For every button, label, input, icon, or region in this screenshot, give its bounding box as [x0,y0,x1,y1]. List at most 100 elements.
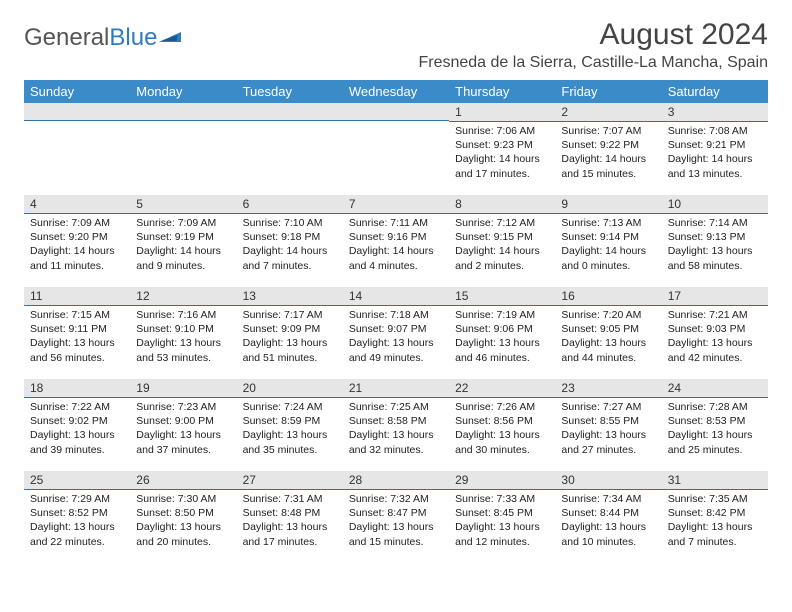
calendar-day-cell: 22Sunrise: 7:26 AMSunset: 8:56 PMDayligh… [449,379,555,471]
day-details [343,121,449,127]
calendar-table: Sunday Monday Tuesday Wednesday Thursday… [24,80,768,563]
sunrise-text: Sunrise: 7:09 AM [136,216,230,230]
day-details: Sunrise: 7:08 AMSunset: 9:21 PMDaylight:… [662,122,768,185]
sunset-text: Sunset: 8:45 PM [455,506,549,520]
daylight-text: Daylight: 14 hours and 13 minutes. [668,152,762,180]
daylight-text: Daylight: 14 hours and 4 minutes. [349,244,443,272]
day-details: Sunrise: 7:07 AMSunset: 9:22 PMDaylight:… [555,122,661,185]
day-number: 17 [662,287,768,306]
day-number: 24 [662,379,768,398]
calendar-day-cell [237,103,343,195]
sunset-text: Sunset: 8:55 PM [561,414,655,428]
sunrise-text: Sunrise: 7:21 AM [668,308,762,322]
sunrise-text: Sunrise: 7:08 AM [668,124,762,138]
day-number: 8 [449,195,555,214]
calendar-week-row: 18Sunrise: 7:22 AMSunset: 9:02 PMDayligh… [24,379,768,471]
sunset-text: Sunset: 9:18 PM [243,230,337,244]
sunrise-text: Sunrise: 7:20 AM [561,308,655,322]
day-number: 29 [449,471,555,490]
day-number: 5 [130,195,236,214]
daylight-text: Daylight: 13 hours and 27 minutes. [561,428,655,456]
calendar-day-cell: 4Sunrise: 7:09 AMSunset: 9:20 PMDaylight… [24,195,130,287]
calendar-day-cell: 18Sunrise: 7:22 AMSunset: 9:02 PMDayligh… [24,379,130,471]
sunset-text: Sunset: 9:21 PM [668,138,762,152]
sunrise-text: Sunrise: 7:29 AM [30,492,124,506]
calendar-day-cell [24,103,130,195]
calendar-day-cell: 7Sunrise: 7:11 AMSunset: 9:16 PMDaylight… [343,195,449,287]
calendar-day-cell: 12Sunrise: 7:16 AMSunset: 9:10 PMDayligh… [130,287,236,379]
daylight-text: Daylight: 13 hours and 49 minutes. [349,336,443,364]
day-number: 20 [237,379,343,398]
logo-text-1: General [24,24,109,52]
weekday-header: Tuesday [237,80,343,103]
day-number: 6 [237,195,343,214]
sunrise-text: Sunrise: 7:30 AM [136,492,230,506]
day-details: Sunrise: 7:09 AMSunset: 9:19 PMDaylight:… [130,214,236,277]
calendar-day-cell: 1Sunrise: 7:06 AMSunset: 9:23 PMDaylight… [449,103,555,195]
month-title: August 2024 [418,18,768,52]
sunset-text: Sunset: 9:09 PM [243,322,337,336]
daylight-text: Daylight: 13 hours and 58 minutes. [668,244,762,272]
daylight-text: Daylight: 13 hours and 25 minutes. [668,428,762,456]
day-details: Sunrise: 7:25 AMSunset: 8:58 PMDaylight:… [343,398,449,461]
sunset-text: Sunset: 8:50 PM [136,506,230,520]
weekday-header: Wednesday [343,80,449,103]
day-number: 3 [662,103,768,122]
sunset-text: Sunset: 9:03 PM [668,322,762,336]
sunrise-text: Sunrise: 7:10 AM [243,216,337,230]
day-details [24,121,130,127]
daylight-text: Daylight: 13 hours and 51 minutes. [243,336,337,364]
sunrise-text: Sunrise: 7:32 AM [349,492,443,506]
daylight-text: Daylight: 14 hours and 15 minutes. [561,152,655,180]
day-details: Sunrise: 7:18 AMSunset: 9:07 PMDaylight:… [343,306,449,369]
daylight-text: Daylight: 13 hours and 22 minutes. [30,520,124,548]
day-number: 21 [343,379,449,398]
day-number: 27 [237,471,343,490]
daylight-text: Daylight: 13 hours and 7 minutes. [668,520,762,548]
sunset-text: Sunset: 9:20 PM [30,230,124,244]
day-number: 2 [555,103,661,122]
day-number: 25 [24,471,130,490]
calendar-day-cell: 2Sunrise: 7:07 AMSunset: 9:22 PMDaylight… [555,103,661,195]
daylight-text: Daylight: 13 hours and 46 minutes. [455,336,549,364]
calendar-day-cell: 31Sunrise: 7:35 AMSunset: 8:42 PMDayligh… [662,471,768,563]
weekday-header: Thursday [449,80,555,103]
daylight-text: Daylight: 14 hours and 17 minutes. [455,152,549,180]
calendar-day-cell: 21Sunrise: 7:25 AMSunset: 8:58 PMDayligh… [343,379,449,471]
calendar-day-cell: 16Sunrise: 7:20 AMSunset: 9:05 PMDayligh… [555,287,661,379]
daylight-text: Daylight: 13 hours and 30 minutes. [455,428,549,456]
header: GeneralBlue August 2024 Fresneda de la S… [24,18,768,72]
sunrise-text: Sunrise: 7:11 AM [349,216,443,230]
sunset-text: Sunset: 8:53 PM [668,414,762,428]
sunrise-text: Sunrise: 7:13 AM [561,216,655,230]
sunset-text: Sunset: 9:14 PM [561,230,655,244]
day-details: Sunrise: 7:19 AMSunset: 9:06 PMDaylight:… [449,306,555,369]
calendar-day-cell: 5Sunrise: 7:09 AMSunset: 9:19 PMDaylight… [130,195,236,287]
daylight-text: Daylight: 14 hours and 11 minutes. [30,244,124,272]
daylight-text: Daylight: 13 hours and 35 minutes. [243,428,337,456]
calendar-day-cell: 10Sunrise: 7:14 AMSunset: 9:13 PMDayligh… [662,195,768,287]
sunrise-text: Sunrise: 7:23 AM [136,400,230,414]
daylight-text: Daylight: 13 hours and 12 minutes. [455,520,549,548]
calendar-day-cell: 11Sunrise: 7:15 AMSunset: 9:11 PMDayligh… [24,287,130,379]
day-number: 7 [343,195,449,214]
calendar-day-cell: 3Sunrise: 7:08 AMSunset: 9:21 PMDaylight… [662,103,768,195]
sunrise-text: Sunrise: 7:12 AM [455,216,549,230]
daylight-text: Daylight: 13 hours and 37 minutes. [136,428,230,456]
day-details: Sunrise: 7:17 AMSunset: 9:09 PMDaylight:… [237,306,343,369]
day-details: Sunrise: 7:35 AMSunset: 8:42 PMDaylight:… [662,490,768,553]
daylight-text: Daylight: 13 hours and 20 minutes. [136,520,230,548]
sunset-text: Sunset: 9:19 PM [136,230,230,244]
sunset-text: Sunset: 8:52 PM [30,506,124,520]
calendar-day-cell: 30Sunrise: 7:34 AMSunset: 8:44 PMDayligh… [555,471,661,563]
weekday-header: Saturday [662,80,768,103]
logo-flag-icon [159,28,181,46]
calendar-day-cell: 13Sunrise: 7:17 AMSunset: 9:09 PMDayligh… [237,287,343,379]
day-number [237,103,343,121]
weekday-header: Sunday [24,80,130,103]
sunset-text: Sunset: 8:47 PM [349,506,443,520]
day-details: Sunrise: 7:34 AMSunset: 8:44 PMDaylight:… [555,490,661,553]
sunset-text: Sunset: 8:42 PM [668,506,762,520]
day-details: Sunrise: 7:10 AMSunset: 9:18 PMDaylight:… [237,214,343,277]
day-number [24,103,130,121]
